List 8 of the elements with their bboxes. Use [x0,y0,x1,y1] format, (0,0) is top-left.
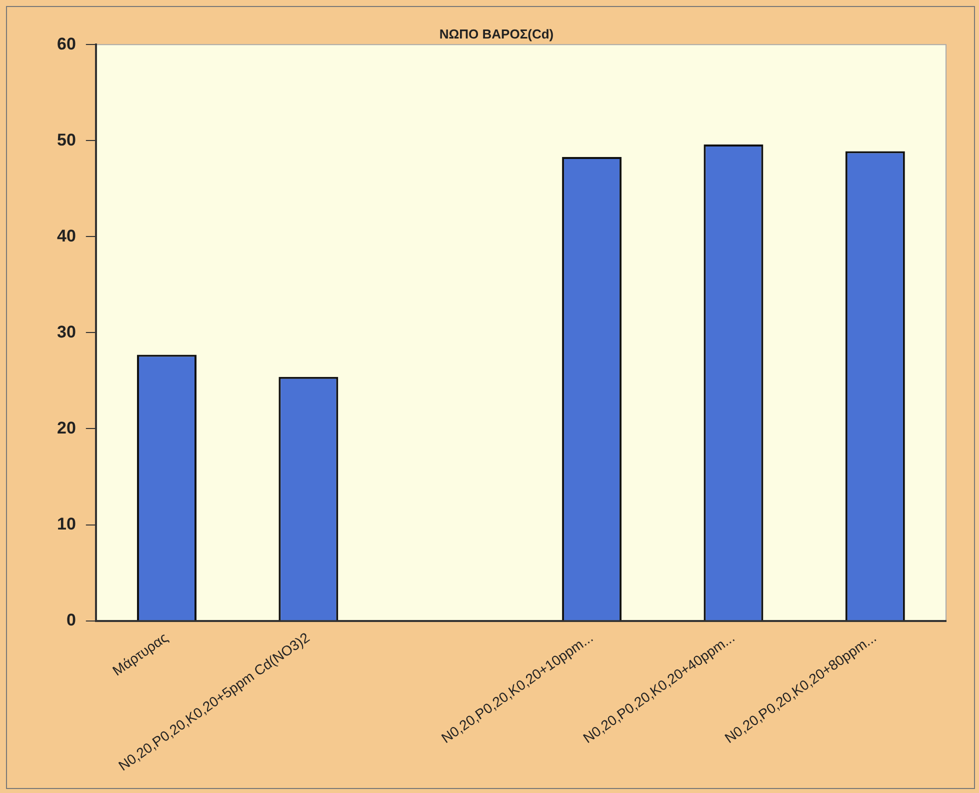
y-tick-label: 10 [56,514,76,534]
y-tick-label: 40 [56,226,76,246]
y-tick-label: 0 [66,610,76,630]
chart-title: ΝΩΠΟ ΒΑΡΟΣ(Cd) [439,26,554,42]
y-tick-label: 20 [56,418,76,438]
y-tick-label: 30 [56,322,76,342]
y-tick-label: 60 [56,34,76,54]
y-tick-label: 50 [56,130,76,150]
